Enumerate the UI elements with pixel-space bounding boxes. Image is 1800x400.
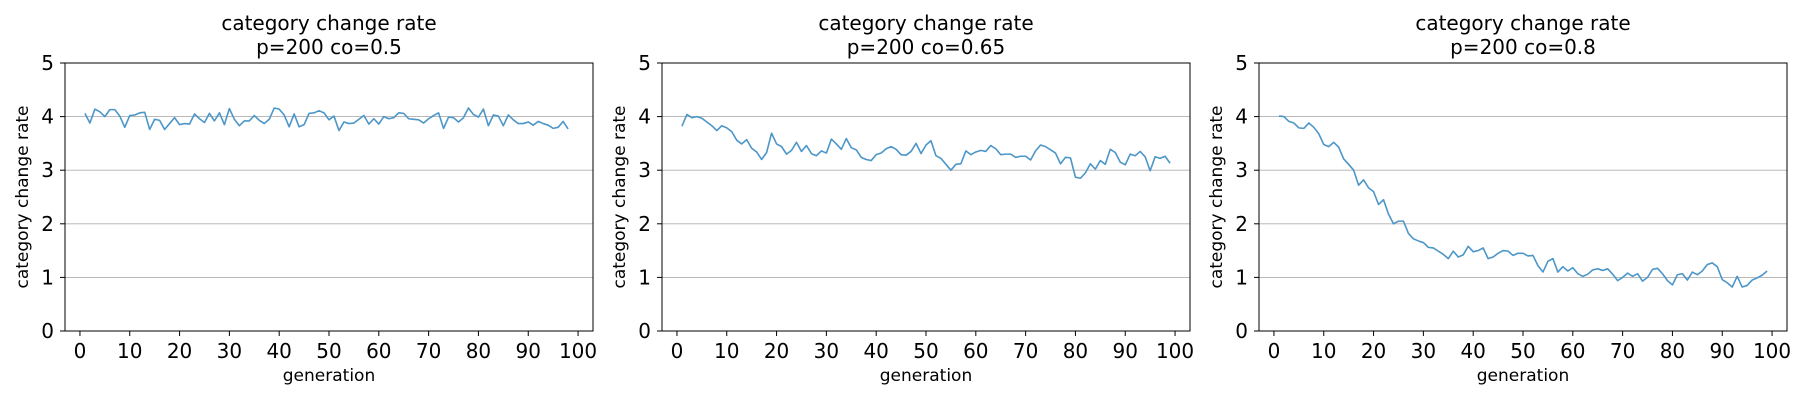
x-tick-label: 30 [814,339,839,363]
y-axis-label: category change rate [1207,105,1227,288]
axes-frame [661,62,1191,332]
chart-subtitle: p=200 co=0.5 [256,35,402,59]
chart-subtitle: p=200 co=0.8 [1450,35,1596,59]
y-tick-label: 3 [638,158,651,182]
y-tick-label: 2 [1235,212,1248,236]
x-tick-label: 20 [167,339,192,363]
y-tick-label: 1 [41,265,54,289]
y-tick-label: 3 [1235,158,1248,182]
x-tick-label: 30 [1411,339,1436,363]
x-tick-label: 0 [1268,339,1281,363]
y-tick-label: 2 [638,212,651,236]
x-tick-label: 90 [1113,339,1138,363]
x-tick-label: 0 [74,339,87,363]
x-tick-label: 40 [266,339,291,363]
y-tick-label: 4 [638,105,651,129]
x-tick-label: 30 [217,339,242,363]
x-tick-label: 50 [1510,339,1535,363]
x-tick-label: 60 [1560,339,1585,363]
x-tick-label: 100 [1156,339,1194,363]
x-tick-label: 80 [1063,339,1088,363]
x-tick-label: 90 [1710,339,1735,363]
x-tick-label: 70 [416,339,441,363]
x-tick-label: 10 [1311,339,1336,363]
x-tick-label: 70 [1013,339,1038,363]
y-tick-label: 2 [41,212,54,236]
x-tick-label: 100 [1753,339,1791,363]
y-axis-label: category change rate [13,105,33,288]
series-line [1278,115,1768,288]
x-tick-label: 80 [466,339,491,363]
x-tick-label: 50 [913,339,938,363]
y-tick-label: 0 [638,319,651,343]
x-tick-label: 60 [366,339,391,363]
x-tick-label: 0 [671,339,684,363]
chart-title: category change rate [818,11,1033,35]
x-tick-label: 40 [863,339,888,363]
x-tick-label: 20 [1361,339,1386,363]
y-tick-label: 4 [41,105,54,129]
series-line [84,107,569,132]
chart-subtitle: p=200 co=0.65 [847,35,1006,59]
y-tick-label: 3 [41,158,54,182]
x-tick-label: 90 [516,339,541,363]
x-axis-label: generation [283,366,375,386]
y-axis-label: category change rate [610,105,630,288]
x-tick-label: 70 [1610,339,1635,363]
x-tick-label: 20 [764,339,789,363]
x-tick-label: 80 [1660,339,1685,363]
y-tick-label: 0 [1235,319,1248,343]
y-tick-label: 0 [41,319,54,343]
x-tick-label: 60 [963,339,988,363]
chart-title: category change rate [1415,11,1630,35]
x-tick-label: 10 [714,339,739,363]
series-line [681,113,1171,180]
y-tick-label: 1 [1235,265,1248,289]
x-tick-label: 100 [559,339,597,363]
y-tick-label: 5 [41,51,54,75]
y-tick-label: 1 [638,265,651,289]
axes-frame [1258,62,1788,332]
x-axis-label: generation [880,366,972,386]
x-axis-label: generation [1477,366,1569,386]
x-tick-label: 10 [117,339,142,363]
x-tick-label: 40 [1460,339,1485,363]
axes-frame [64,62,594,332]
y-tick-label: 5 [1235,51,1248,75]
x-tick-label: 50 [316,339,341,363]
y-tick-label: 4 [1235,105,1248,129]
y-tick-label: 5 [638,51,651,75]
chart-title: category change rate [221,11,436,35]
